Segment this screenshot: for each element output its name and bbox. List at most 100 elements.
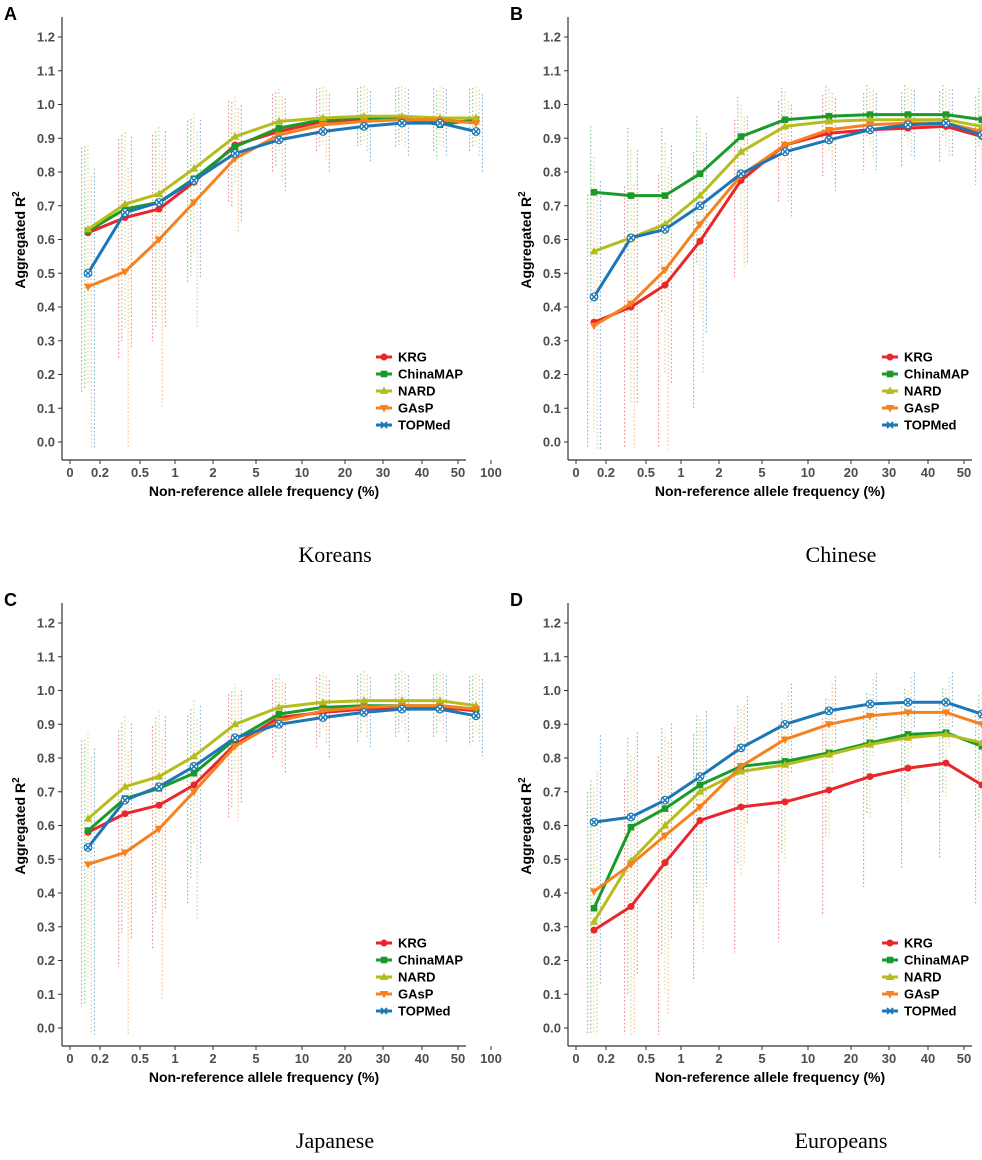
y-tick-label: 1.2 [543, 616, 561, 631]
data-point-nard [589, 917, 599, 925]
legend-marker [380, 353, 388, 361]
data-point-gasp [230, 155, 240, 163]
x-tick-label: 0.2 [91, 465, 109, 480]
panel-label: B [510, 4, 523, 24]
data-point-topmed [472, 128, 480, 135]
data-point-krg [737, 803, 745, 811]
legend-label-gasp: GAsP [904, 401, 940, 416]
y-tick-label: 0.6 [543, 232, 561, 247]
data-point-gasp [941, 709, 951, 717]
y-axis-title: Aggregated R2 [517, 777, 534, 875]
x-tick-label: 50 [451, 1051, 465, 1066]
data-point-nard [865, 115, 875, 123]
x-tick-label: 5 [252, 465, 259, 480]
data-point-gasp [626, 300, 636, 309]
x-tick-label: 0.2 [597, 465, 615, 480]
data-point-chinamap [904, 111, 912, 118]
panel-label: A [4, 4, 17, 24]
data-point-topmed [696, 773, 704, 780]
y-axis-title-superscript: 2 [517, 191, 528, 197]
x-tick-label: 40 [921, 1051, 935, 1066]
y-tick-label: 1.1 [37, 63, 55, 78]
x-tick-label: 40 [921, 465, 935, 480]
panel-label: D [510, 590, 523, 610]
y-tick-label: 0.3 [543, 333, 561, 348]
data-point-topmed [190, 763, 198, 770]
data-point-gasp [471, 120, 481, 128]
data-point-nard [865, 740, 875, 748]
y-tick-label: 1.1 [543, 649, 561, 664]
data-point-krg [590, 926, 598, 934]
data-point-krg [190, 781, 198, 789]
data-point-nard [589, 246, 599, 255]
y-tick-label: 0.0 [37, 1021, 55, 1036]
data-point-nard [780, 760, 790, 768]
data-point-topmed [190, 177, 198, 184]
x-tick-label: 50 [451, 465, 465, 480]
y-tick-label: 0.2 [543, 953, 561, 968]
legend-label-nard: NARD [398, 384, 436, 399]
x-tick-label: 2 [715, 465, 722, 480]
y-tick-label: 0.1 [543, 401, 561, 416]
data-point-gasp [736, 763, 746, 771]
data-point-chinamap [627, 192, 635, 199]
y-tick-label: 0.0 [543, 435, 561, 450]
data-point-nard [977, 738, 982, 746]
data-point-topmed [781, 721, 789, 728]
data-point-topmed [121, 209, 129, 216]
data-point-topmed [84, 270, 92, 277]
data-point-gasp [824, 126, 834, 135]
data-point-chinamap [590, 188, 598, 196]
data-point-topmed [737, 170, 745, 177]
data-point-gasp [824, 721, 834, 729]
data-point-nard [359, 696, 369, 704]
data-point-nard [977, 121, 982, 130]
data-point-nard [120, 199, 130, 208]
data-point-gasp [695, 803, 705, 812]
legend-marker [380, 1007, 388, 1015]
data-point-topmed [472, 712, 480, 719]
x-tick-label: 1 [171, 1051, 178, 1066]
data-point-nard [824, 116, 834, 125]
data-point-nard [154, 772, 164, 780]
data-point-topmed [904, 699, 912, 706]
x-tick-label: 30 [376, 465, 390, 480]
data-point-chinamap [661, 805, 669, 812]
y-tick-label: 0.3 [37, 333, 55, 348]
data-point-chinamap [319, 704, 327, 711]
data-point-topmed [781, 148, 789, 155]
y-tick-label: 1.0 [37, 683, 55, 698]
chart-panel-b: B 0.0 0.1 0.2 0.3 0.4 0.5 0.6 0.7 0.8 0.9 1.0 1.1 1.2… [510, 4, 982, 567]
chart-panel-a: A 0.0 0.1 0.2 0.3 0.4 0.5 0.6 0.7 0.8 0.9 1.0 1.1 1.2… [4, 4, 502, 567]
data-point-topmed [360, 709, 368, 716]
y-tick-label: 1.1 [37, 649, 55, 664]
data-point-chinamap [696, 781, 704, 789]
data-point-gasp [230, 743, 240, 751]
y-tick-label: 0.4 [543, 300, 562, 315]
y-tick-label: 0.4 [37, 886, 56, 901]
legend-marker [885, 386, 895, 394]
legend-label-topmed: TOPMed [904, 1004, 957, 1019]
y-tick-label: 0.8 [37, 751, 55, 766]
data-point-topmed [737, 744, 745, 752]
data-point-gasp [318, 121, 328, 130]
data-point-topmed [942, 119, 950, 127]
y-axis-title: Aggregated R2 [517, 191, 534, 289]
data-point-chinamap [661, 192, 669, 199]
x-tick-label: 5 [252, 1051, 259, 1066]
data-point-nard [83, 224, 93, 233]
data-point-topmed [319, 128, 327, 135]
data-point-nard [471, 113, 481, 121]
data-point-chinamap [190, 769, 198, 777]
data-point-nard [941, 729, 951, 738]
y-tick-label: 0.6 [37, 232, 55, 247]
data-point-topmed [825, 136, 833, 144]
legend-marker [886, 956, 894, 964]
data-point-topmed [904, 121, 912, 128]
panel-caption: Chinese [806, 542, 877, 567]
y-tick-label: 0.1 [37, 401, 55, 416]
y-tick-label: 0.9 [37, 717, 55, 732]
chart-panel-c: C 0.0 0.1 0.2 0.3 0.4 0.5 0.6 0.7 0.8 0.9 1.0 1.1 1.2… [4, 590, 502, 1153]
x-tick-label: 2 [209, 1051, 216, 1066]
